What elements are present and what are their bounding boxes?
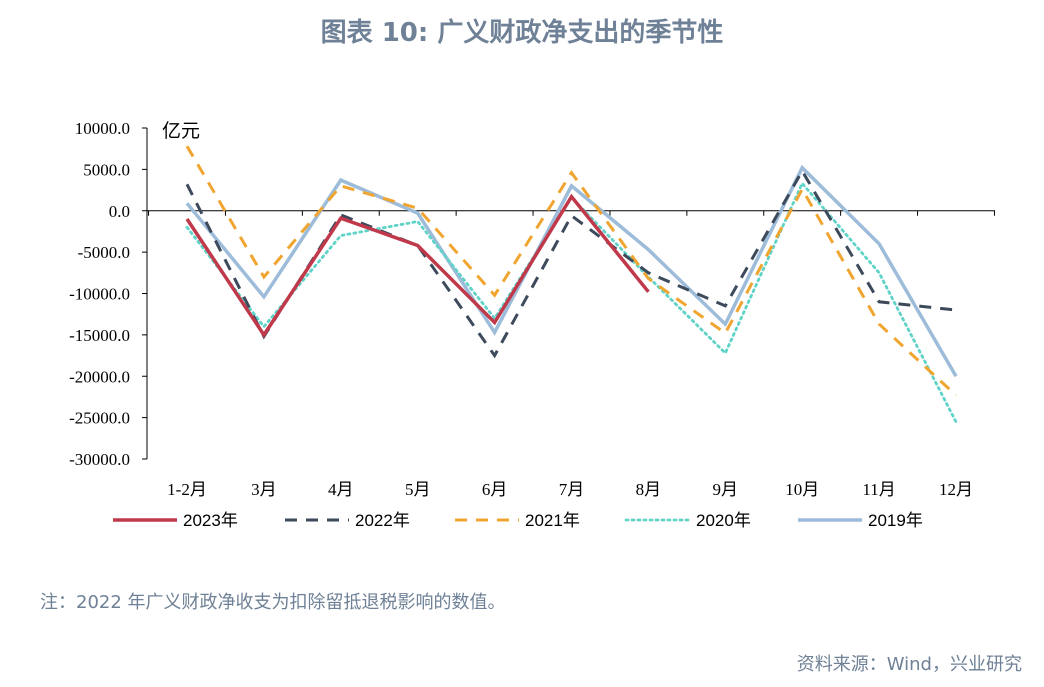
x-tick-label: 5月 bbox=[405, 480, 431, 499]
legend-label: 2020年 bbox=[696, 511, 751, 530]
y-tick-label: -5000.0 bbox=[78, 243, 130, 262]
chart-title: 图表 10: 广义财政净支出的季节性 bbox=[320, 18, 724, 48]
series-line-2023 bbox=[185, 193, 650, 339]
y-tick-label: -30000.0 bbox=[69, 450, 130, 469]
x-tick-label: 1-2月 bbox=[167, 480, 207, 499]
series-line-2021 bbox=[185, 145, 958, 397]
chart-series-layer bbox=[185, 145, 958, 424]
x-tick-label: 12月 bbox=[939, 480, 973, 499]
y-tick-label: -20000.0 bbox=[69, 367, 130, 386]
legend-label: 2021年 bbox=[525, 511, 580, 530]
y-tick-label: -10000.0 bbox=[69, 285, 130, 304]
x-tick-label: 10月 bbox=[785, 480, 819, 499]
chart-axes: 10000.0 5000.0 0.0 -5000.0 -10000.0 -15000.0 -… bbox=[69, 119, 995, 499]
series-line-2020 bbox=[185, 180, 958, 424]
x-tick-label: 6月 bbox=[482, 480, 508, 499]
chart-footnote: 注：2022 年广义财政净收支为扣除留抵退税影响的数值。 bbox=[40, 592, 506, 613]
x-tick-label: 4月 bbox=[328, 480, 354, 499]
x-tick-label: 7月 bbox=[559, 480, 585, 499]
y-tick-label: 10000.0 bbox=[75, 119, 130, 138]
y-tick-label: 0.0 bbox=[109, 202, 130, 221]
legend-label: 2019年 bbox=[868, 511, 923, 530]
legend-label: 2022年 bbox=[355, 511, 410, 530]
chart-source: 资料来源：Wind，兴业研究 bbox=[796, 654, 1022, 675]
x-tick-label: 8月 bbox=[636, 480, 662, 499]
x-tick-label: 9月 bbox=[713, 480, 739, 499]
y-axis-unit-label: 亿元 bbox=[162, 120, 200, 142]
series-line-2019 bbox=[185, 164, 958, 378]
y-tick-label: -25000.0 bbox=[69, 409, 130, 428]
legend-label: 2023年 bbox=[183, 511, 238, 530]
y-tick-label: -15000.0 bbox=[69, 326, 130, 345]
series-line-2022 bbox=[185, 168, 957, 359]
y-tick-label: 5000.0 bbox=[83, 160, 130, 179]
x-tick-label: 11月 bbox=[862, 480, 895, 499]
x-tick-label: 3月 bbox=[251, 480, 277, 499]
chart-legend: 2023年 2022年 2021年 2020年 2019年 bbox=[113, 511, 923, 530]
